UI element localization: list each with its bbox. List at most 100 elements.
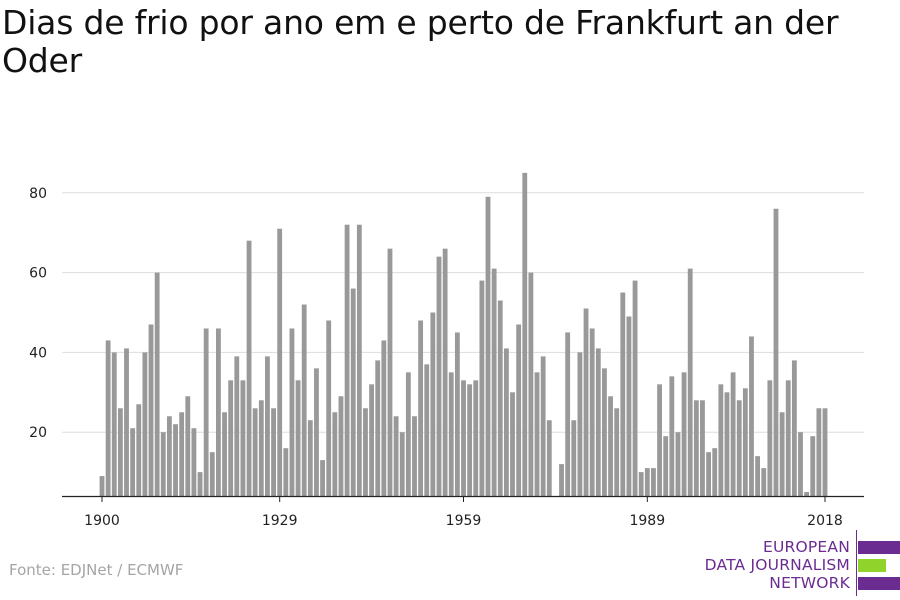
bar-1999 bbox=[706, 452, 711, 496]
x-tick-label: 1959 bbox=[446, 513, 482, 529]
bar-2012 bbox=[785, 380, 791, 496]
bar-2004 bbox=[736, 400, 742, 496]
logo-divider bbox=[856, 530, 857, 596]
x-tick-label: 1900 bbox=[84, 513, 120, 529]
bar-1907 bbox=[142, 352, 148, 496]
bar-1906 bbox=[136, 404, 142, 496]
bar-1973 bbox=[546, 420, 552, 496]
bar-1972 bbox=[540, 356, 546, 496]
bar-1985 bbox=[620, 292, 626, 496]
bar-2013 bbox=[791, 360, 797, 496]
bar-1993 bbox=[669, 376, 675, 496]
bar-1978 bbox=[577, 352, 583, 496]
x-tick-label: 2018 bbox=[807, 513, 843, 529]
bar-1920 bbox=[222, 412, 227, 496]
bar-1980 bbox=[589, 328, 595, 496]
y-tick-label: 40 bbox=[29, 345, 47, 361]
y-tick-label: 20 bbox=[29, 425, 47, 441]
bar-1917 bbox=[203, 328, 209, 496]
bar-1925 bbox=[252, 408, 258, 496]
bar-2002 bbox=[724, 392, 730, 496]
bar-1938 bbox=[332, 412, 338, 496]
bar-2009 bbox=[767, 380, 773, 496]
bar-1930 bbox=[283, 448, 289, 496]
bar-2000 bbox=[712, 448, 718, 496]
bar-1908 bbox=[148, 324, 154, 496]
bar-1964 bbox=[491, 268, 497, 496]
bar-1948 bbox=[393, 416, 399, 496]
bar-1990 bbox=[651, 468, 656, 496]
bar-1945 bbox=[375, 360, 381, 496]
bar-1979 bbox=[583, 308, 589, 496]
bar-1952 bbox=[418, 320, 424, 496]
bar-1997 bbox=[693, 400, 699, 496]
bar-1923 bbox=[240, 380, 246, 496]
bar-1929 bbox=[277, 228, 283, 496]
bar-1976 bbox=[565, 332, 571, 496]
y-tick-label: 60 bbox=[29, 266, 47, 282]
bar-1970 bbox=[528, 272, 534, 496]
bar-2016 bbox=[810, 436, 816, 496]
bar-1901 bbox=[105, 340, 111, 496]
bar-1931 bbox=[289, 328, 295, 496]
bar-1961 bbox=[473, 380, 479, 496]
bar-1975 bbox=[559, 464, 564, 496]
bar-2011 bbox=[779, 412, 785, 496]
bar-1966 bbox=[503, 348, 509, 496]
bar-2008 bbox=[761, 468, 767, 496]
logo-bar-purple-bottom bbox=[858, 577, 900, 590]
bar-2010 bbox=[773, 208, 779, 496]
source-note: Fonte: EDJNet / ECMWF bbox=[9, 561, 184, 579]
bars bbox=[99, 172, 828, 497]
bar-2006 bbox=[749, 336, 754, 496]
bar-1991 bbox=[657, 384, 662, 496]
y-tick-label: 80 bbox=[29, 186, 47, 202]
logo-text-line2: DATA JOURNALISM bbox=[704, 556, 850, 574]
logo-text-line1: EUROPEAN bbox=[762, 538, 850, 556]
bar-1928 bbox=[271, 408, 276, 496]
logo-text-line3: NETWORK bbox=[769, 574, 850, 592]
bar-1911 bbox=[166, 416, 172, 496]
bar-1977 bbox=[571, 420, 577, 496]
bar-1900 bbox=[99, 476, 105, 496]
bar-1903 bbox=[117, 408, 123, 496]
bar-1944 bbox=[369, 384, 375, 496]
bar-1936 bbox=[320, 460, 325, 496]
bar-1968 bbox=[516, 324, 522, 496]
bar-1958 bbox=[454, 332, 460, 496]
axes: 20 40 60 80 1900 1929 1959 1989 2018 bbox=[29, 186, 864, 529]
bar-1937 bbox=[326, 320, 332, 496]
logo-bar-green bbox=[858, 559, 886, 572]
bar-1951 bbox=[412, 416, 417, 496]
bar-1956 bbox=[442, 248, 448, 496]
bar-1988 bbox=[638, 472, 644, 496]
bar-1939 bbox=[338, 396, 344, 496]
bar-1909 bbox=[154, 272, 160, 496]
bar-1949 bbox=[399, 432, 405, 496]
bar-1987 bbox=[632, 280, 638, 496]
bar-1971 bbox=[534, 372, 540, 496]
bar-2001 bbox=[718, 384, 724, 496]
bar-1904 bbox=[124, 348, 129, 496]
bar-1954 bbox=[430, 312, 436, 496]
bar-1953 bbox=[424, 364, 430, 496]
x-tick-label: 1929 bbox=[262, 513, 298, 529]
bar-1918 bbox=[209, 452, 215, 496]
bar-1998 bbox=[700, 400, 705, 496]
bar-1921 bbox=[228, 380, 234, 496]
bar-1984 bbox=[614, 408, 620, 496]
bar-1926 bbox=[258, 400, 264, 496]
bar-1919 bbox=[216, 328, 221, 496]
bar-2018 bbox=[822, 408, 828, 496]
bar-1940 bbox=[344, 224, 350, 496]
edjnet-logo: EUROPEAN DATA JOURNALISM NETWORK bbox=[700, 530, 900, 598]
bar-2005 bbox=[742, 388, 748, 496]
bar-1910 bbox=[160, 432, 166, 496]
bar-2017 bbox=[816, 408, 822, 496]
bar-1934 bbox=[307, 420, 313, 496]
logo-bar-purple-top bbox=[858, 541, 900, 554]
bar-1914 bbox=[185, 396, 191, 496]
bar-1924 bbox=[246, 240, 252, 496]
bar-1916 bbox=[197, 472, 203, 496]
